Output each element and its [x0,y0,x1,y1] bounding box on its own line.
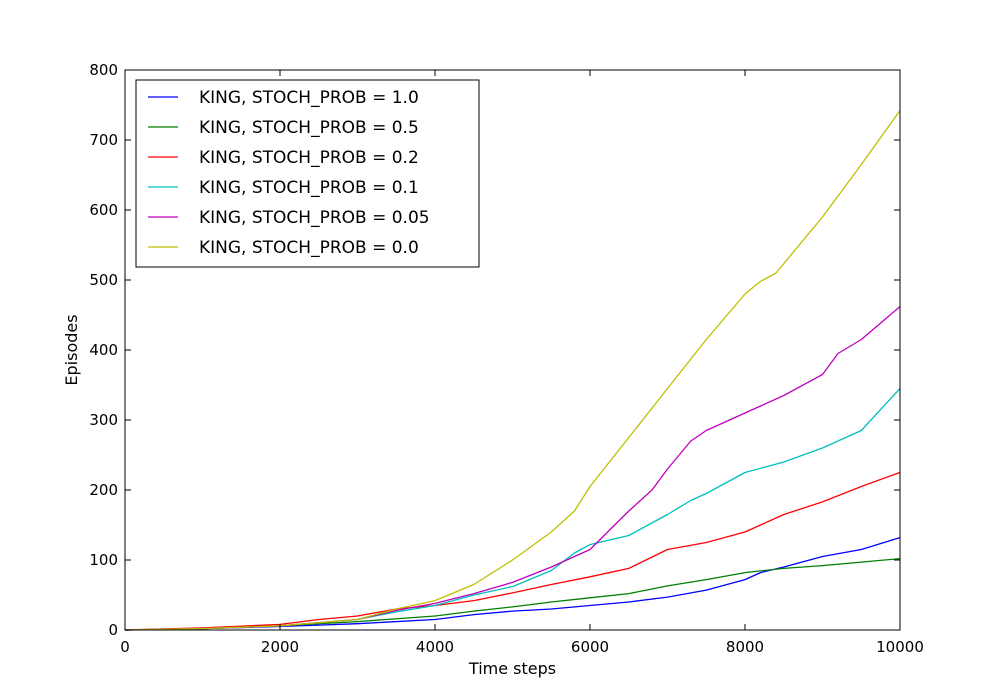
legend-label-1: KING, STOCH_PROB = 0.5 [199,118,419,138]
x-tick-label: 8000 [726,638,764,656]
x-tick-label: 10000 [876,638,924,656]
legend-label-5: KING, STOCH_PROB = 0.0 [199,238,419,258]
y-tick-label: 100 [89,551,118,569]
series-layer [124,110,901,631]
y-tick-label: 500 [89,271,118,289]
legend: KING, STOCH_PROB = 1.0 KING, STOCH_PROB =… [135,79,480,268]
series-line-1 [124,557,901,631]
x-tick-label: 2000 [261,638,299,656]
y-tick-label: 700 [89,131,118,149]
legend-label-2: KING, STOCH_PROB = 0.2 [199,148,419,168]
y-tick-label: 200 [89,481,118,499]
y-axis: 0 100 200 300 400 500 600 700 800 [89,61,900,639]
legend-label-4: KING, STOCH_PROB = 0.05 [199,208,430,228]
x-tick-label: 0 [120,638,130,656]
legend-box [135,79,480,268]
legend-label-0: KING, STOCH_PROB = 1.0 [199,88,419,108]
legend-label-3: KING, STOCH_PROB = 0.1 [199,178,419,198]
x-axis-label: Time steps [468,659,556,678]
y-tick-label: 400 [89,341,118,359]
y-axis-label: Episodes [62,314,81,385]
y-tick-label: 300 [89,411,118,429]
series-line-5 [124,110,901,631]
x-tick-label: 4000 [416,638,454,656]
y-tick-label: 0 [108,621,118,639]
y-tick-label: 800 [89,61,118,79]
x-tick-label: 6000 [571,638,609,656]
x-axis: 0 2000 4000 6000 8000 10000 [120,70,924,656]
y-tick-label: 600 [89,201,118,219]
series-line-2 [124,471,901,631]
series-line-0 [124,536,901,631]
